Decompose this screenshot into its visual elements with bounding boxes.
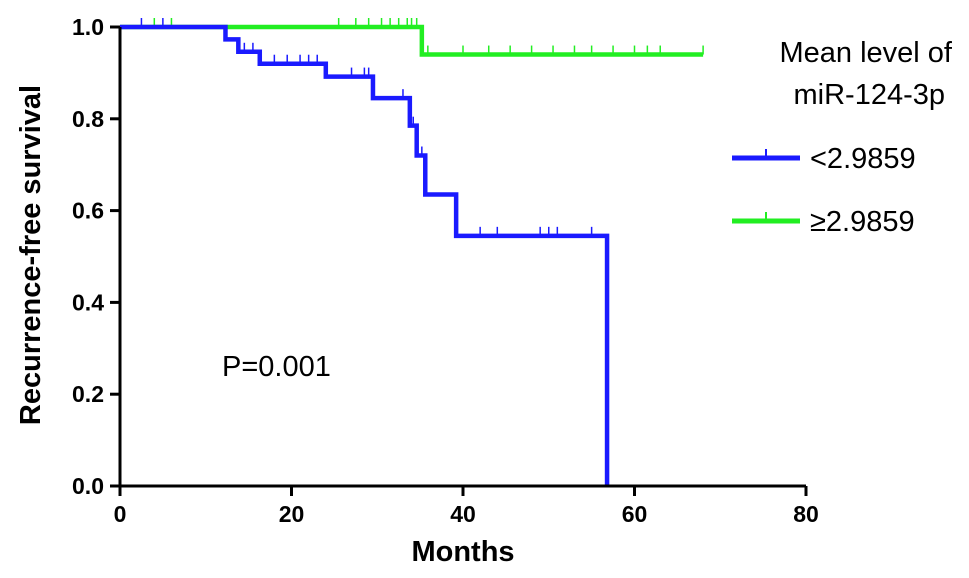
series-line-0 <box>120 24 610 486</box>
legend-label-high: ≥2.9859 <box>810 206 915 238</box>
legend-title-line1: Mean level of <box>780 37 953 69</box>
x-tick-label: 20 <box>279 501 305 527</box>
y-tick-label: 0.2 <box>72 381 104 407</box>
legend-title-line2: miR-124-3p <box>794 79 946 111</box>
plot-area <box>120 18 704 486</box>
y-axis-title: Recurrence-free survival <box>15 85 47 425</box>
series-line-1 <box>120 24 704 57</box>
p-value-annotation: P=0.001 <box>222 351 331 383</box>
x-axis-title: Months <box>411 536 514 568</box>
x-tick-label: 0 <box>114 501 127 527</box>
x-tick-label: 60 <box>622 501 648 527</box>
y-tick-label: 1.0 <box>72 14 104 40</box>
x-tick-label: 40 <box>450 501 476 527</box>
legend-label-low: <2.9859 <box>810 143 916 175</box>
x-tick-label: 80 <box>793 501 819 527</box>
y-tick-label: 0.8 <box>72 106 104 132</box>
y-tick-label: 0.4 <box>72 289 104 315</box>
y-tick-label: 0.6 <box>72 198 104 224</box>
axes: 0.0 0.2 0.4 0.6 0.8 1.0 0 20 40 60 80 <box>72 14 819 527</box>
legend: Mean level of miR-124-3p <2.9859 ≥2.9859 <box>732 37 953 238</box>
y-tick-label: 0.0 <box>72 473 104 499</box>
